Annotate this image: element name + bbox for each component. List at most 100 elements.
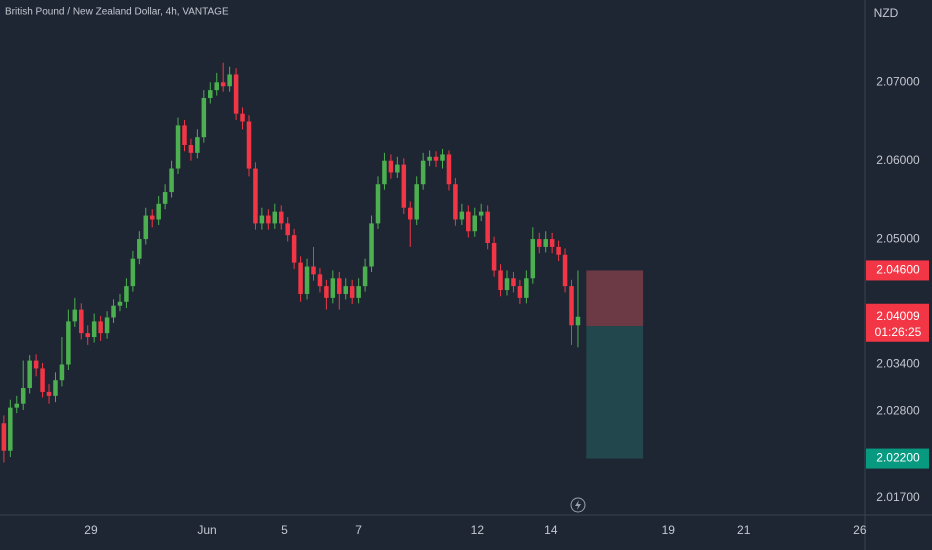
- x-tick-label: 14: [544, 523, 558, 537]
- candle-body: [511, 278, 516, 287]
- y-tick-label: 2.07000: [876, 74, 920, 88]
- y-tick-label: 2.01700: [876, 490, 920, 504]
- candle-body: [491, 242, 497, 271]
- candle-body: [349, 286, 355, 298]
- candle-body: [427, 156, 432, 161]
- currency-label: NZD: [874, 6, 899, 20]
- candle-body: [562, 254, 568, 287]
- y-tick-label: 2.05000: [876, 231, 920, 245]
- candle-body: [72, 309, 78, 322]
- candle-body: [214, 82, 219, 91]
- candle-body: [440, 154, 445, 161]
- candle-body: [104, 317, 110, 334]
- candle-body: [162, 192, 168, 204]
- candle-body: [201, 97, 207, 138]
- candle-body: [98, 321, 103, 334]
- candle-body: [117, 301, 123, 306]
- candle-body: [369, 223, 374, 267]
- candle-body: [143, 215, 149, 240]
- candle-body: [253, 168, 258, 224]
- stop-zone: [586, 270, 644, 327]
- candle-body: [149, 215, 155, 220]
- candle-body: [330, 278, 336, 298]
- candle-body: [91, 321, 97, 338]
- candle-body: [356, 286, 361, 298]
- candle-body: [298, 262, 303, 294]
- candle-body: [407, 207, 413, 220]
- replay-icon[interactable]: [570, 497, 586, 513]
- candle-body: [504, 278, 510, 291]
- candle-body: [85, 333, 90, 338]
- candle-body: [259, 215, 265, 224]
- candle-body: [227, 74, 232, 87]
- candle-body: [362, 266, 368, 287]
- candle-body: [543, 239, 548, 247]
- candle-body: [433, 156, 439, 161]
- stop-price-label: 2.04600: [876, 263, 920, 277]
- candle-body: [40, 368, 45, 392]
- target-zone: [586, 326, 644, 459]
- x-tick-label: 19: [662, 523, 676, 537]
- candle-body: [1, 423, 7, 451]
- candle-body: [478, 211, 484, 216]
- candle-body: [33, 360, 39, 369]
- candle-body: [317, 274, 323, 287]
- candle-body: [556, 246, 561, 255]
- candle-body: [188, 145, 194, 153]
- candle-body: [517, 286, 523, 298]
- last-price-box: [866, 303, 929, 342]
- target-price-label: 2.02200: [876, 451, 920, 465]
- candle-body: [395, 164, 400, 173]
- candle-body: [195, 137, 200, 153]
- candle-body: [549, 239, 555, 247]
- candle-body: [414, 184, 419, 220]
- candle-body: [59, 364, 65, 381]
- candle-body: [524, 278, 529, 298]
- candle-body: [291, 235, 297, 263]
- candle-body: [79, 309, 84, 334]
- countdown-label: 01:26:25: [875, 325, 922, 339]
- candle-body: [272, 211, 278, 224]
- x-tick-label: 26: [853, 523, 867, 537]
- candle-body: [233, 74, 239, 114]
- candle-body: [401, 164, 407, 208]
- candle-body: [53, 380, 58, 396]
- candle-body: [169, 168, 174, 193]
- candle-body: [337, 278, 342, 294]
- candle-body: [466, 211, 471, 232]
- candle-body: [388, 160, 394, 173]
- candle-body: [278, 211, 284, 224]
- candle-body: [208, 90, 213, 98]
- candle-body: [575, 316, 581, 326]
- candle-body: [472, 215, 478, 232]
- candle-body: [182, 125, 187, 146]
- candle-body: [111, 305, 116, 318]
- candle-body: [382, 160, 387, 185]
- candle-body: [20, 388, 26, 404]
- icon-bolt[interactable]: [575, 500, 581, 510]
- x-tick-label: 12: [471, 523, 485, 537]
- chart-title: British Pound / New Zealand Dollar, 4h, …: [5, 7, 229, 18]
- candle-body: [343, 286, 348, 294]
- y-tick-label: 2.02800: [876, 404, 920, 418]
- candle-body: [375, 184, 381, 224]
- candle-body: [156, 203, 161, 220]
- candle-body: [240, 113, 245, 122]
- candle-body: [536, 239, 542, 247]
- candle-body: [446, 154, 452, 185]
- x-tick-label: 7: [355, 523, 362, 537]
- candle-body: [324, 286, 329, 298]
- candle-body: [459, 211, 465, 220]
- candle-body: [530, 239, 536, 279]
- x-tick-label: Jun: [197, 523, 216, 537]
- candle-body: [220, 82, 226, 87]
- y-tick-label: 2.03400: [876, 357, 920, 371]
- candle-body: [14, 403, 20, 408]
- stop-price-label-box: [866, 260, 929, 281]
- candle-body: [246, 121, 252, 169]
- last-price-label: 2.04009: [876, 309, 920, 323]
- candle-body: [8, 407, 13, 451]
- x-tick-label: 5: [281, 523, 288, 537]
